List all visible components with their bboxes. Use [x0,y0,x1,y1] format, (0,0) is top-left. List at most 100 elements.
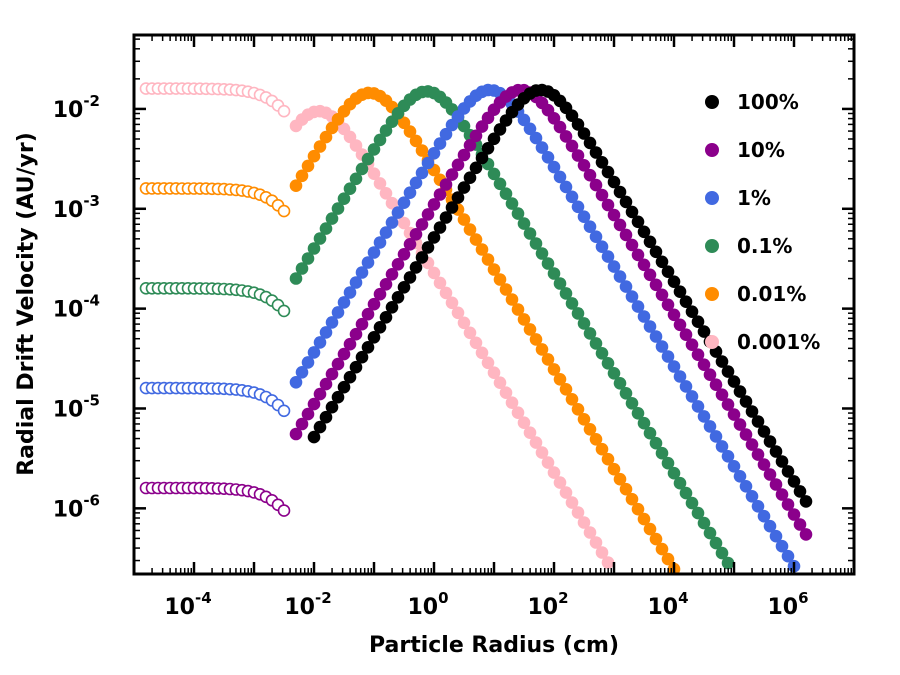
data-point [313,232,327,245]
data-point [493,177,507,191]
data-point [565,297,579,310]
data-point [499,386,513,400]
data-point [403,186,417,199]
data-point [715,546,729,560]
data-point [373,236,387,249]
data-point [553,277,567,290]
data-point [385,268,399,281]
data-point [505,293,519,306]
legend-marker [705,239,719,253]
data-point [421,208,435,221]
data-point [595,546,609,559]
legend-marker [705,143,719,157]
data-point [367,246,381,259]
data-point [625,492,639,506]
data-point [619,228,633,242]
data-point [751,448,765,461]
data-point [589,230,603,243]
data-point [343,370,357,384]
data-point [319,326,333,339]
y-tick-label: 10-6 [53,491,100,522]
data-point [619,387,633,400]
data-point [667,360,681,373]
data-point [421,156,435,170]
data-point [361,341,375,354]
data-point [373,287,387,301]
data-point [355,350,369,364]
data-point [625,238,639,252]
data-point [613,377,627,390]
data-point [475,151,489,165]
data-point [409,134,423,148]
data-point [451,158,465,172]
data-point [379,278,393,291]
data-point [403,125,417,138]
data-point [661,456,675,470]
data-point [715,388,729,402]
data-point [529,237,543,250]
data-point [307,242,321,255]
data-point [775,455,789,468]
data-point [565,139,579,153]
data-point [751,500,765,513]
y-tick-labels: 10-6 10-5 10-4 10-3 10-2 [53,92,100,522]
data-point [631,502,645,516]
data-point [481,142,495,155]
data-point [583,168,597,182]
data-point [343,337,357,351]
data-point [475,243,489,256]
data-point [403,271,417,284]
data-point [607,462,621,476]
data-point [565,190,579,204]
data-point [613,218,627,232]
data-point [565,496,579,509]
data-point [697,325,711,338]
data-point [787,508,801,521]
data-point [541,353,555,366]
data-point [679,380,693,393]
data-point [415,166,429,180]
data-point [589,146,603,159]
data-point [469,233,483,246]
data-point [757,509,771,523]
data-point [331,202,345,215]
data-point [733,385,747,398]
data-point [703,368,717,382]
data-point [433,137,447,150]
data-point [601,198,615,212]
data-point [619,195,633,209]
data-point [727,460,741,473]
y-axis-title: Radial Drift Velocity (AU/yr) [14,132,39,476]
data-point [643,320,657,333]
data-point [517,113,531,127]
data-point [289,427,303,441]
data-point [373,177,387,190]
data-point [577,413,591,426]
data-point [301,252,315,265]
data-point [367,331,381,344]
data-point [583,526,597,539]
data-point [763,468,777,481]
data-point [319,410,333,424]
data-point [571,307,585,320]
data-point [763,519,777,533]
data-point [487,263,501,276]
data-point [427,266,441,280]
data-point [355,317,369,331]
data-point [295,417,309,431]
data-point [589,178,603,192]
data-point [787,475,801,488]
data-point [697,516,711,530]
data-point [325,316,339,329]
data-point [535,247,549,260]
data-point [793,518,807,531]
data-point [325,400,339,414]
data-point [643,522,657,536]
data-point [571,403,585,416]
data-point [583,423,597,436]
data-point [295,366,309,379]
legend-marker [705,191,719,205]
data-point [391,291,405,304]
data-point [547,363,561,376]
data-point [571,200,585,214]
